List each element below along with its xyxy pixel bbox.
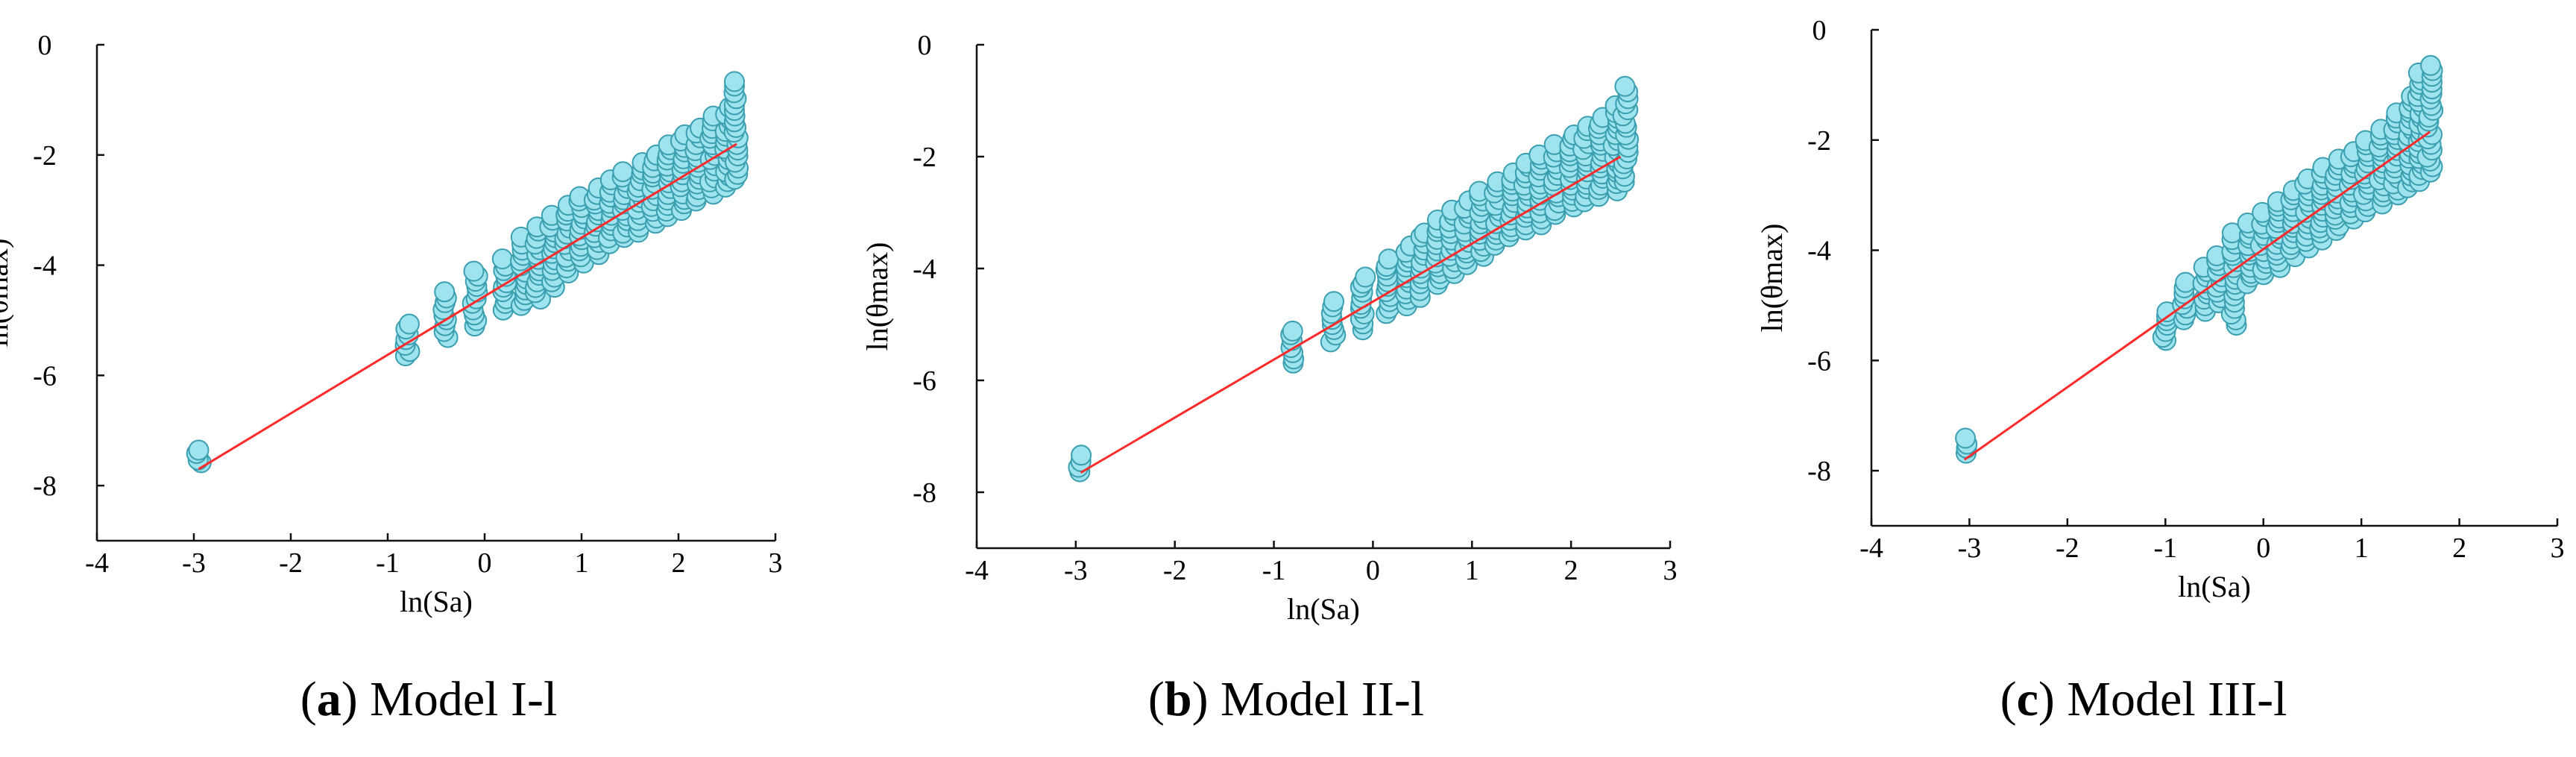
- y-axis-title: ln(θmax): [860, 242, 894, 351]
- x-tick-label: -4: [85, 547, 109, 579]
- scatter-point: [1355, 266, 1376, 288]
- y-tick-label: -4: [1807, 236, 1831, 267]
- caption-letter: a: [316, 672, 341, 726]
- x-tick-label: -2: [2056, 533, 2079, 564]
- y-axis-title: ln(θmax): [1755, 224, 1789, 333]
- caption-text: Model II-l: [1208, 672, 1425, 726]
- x-tick-label: 3: [769, 547, 783, 579]
- y-tick-label: -8: [913, 477, 936, 509]
- scatter-point: [1378, 248, 1399, 270]
- x-tick-label: -3: [1958, 533, 1982, 564]
- x-axis-title: ln(Sa): [2178, 570, 2251, 603]
- x-axis-title: ln(Sa): [1287, 592, 1360, 626]
- caption-a: (a) Model I-l: [300, 672, 558, 726]
- data-points: [186, 71, 749, 474]
- regression-line: [1080, 155, 1622, 474]
- caption-c: (c) Model III-l: [2000, 672, 2287, 726]
- y-tick-label: 0: [918, 30, 932, 61]
- scatter-point: [1323, 291, 1344, 312]
- chart-panel-a: -4 -3 -2 -1 0 1 2 3 0 -2 -4 -6 -8 ln(Sa) ln(θmax) (a) …: [0, 0, 857, 757]
- caption-text: Model III-l: [2054, 672, 2287, 726]
- x-tick-label: 2: [1564, 555, 1578, 586]
- scatter-point: [1614, 75, 1636, 97]
- y-tick-label: 0: [38, 30, 52, 61]
- x-tick-label: 2: [2452, 533, 2466, 564]
- x-tick-label: -2: [279, 547, 303, 579]
- y-tick-label: -2: [33, 140, 57, 172]
- regression-line: [198, 142, 737, 471]
- y-tick-label: -8: [33, 471, 57, 502]
- regression-line: [1963, 131, 2431, 461]
- x-tick-label: 2: [672, 547, 686, 579]
- y-tick-label: -8: [1807, 456, 1831, 487]
- scatter-point: [1071, 445, 1092, 466]
- x-tick-label: 1: [575, 547, 589, 579]
- y-tick-label: -6: [33, 360, 57, 392]
- x-tick-label: 0: [1366, 555, 1380, 586]
- x-tick-label: -4: [1859, 533, 1883, 564]
- x-tick-label: -4: [965, 555, 989, 586]
- scatter-point: [2420, 54, 2441, 76]
- y-tick-label: -4: [913, 254, 936, 285]
- scatter-point: [398, 313, 420, 335]
- x-tick-label: 0: [2256, 533, 2270, 564]
- scatter-point: [1282, 320, 1303, 342]
- x-tick-label: -3: [1064, 555, 1088, 586]
- x-axis-title: ln(Sa): [400, 585, 473, 618]
- caption-letter: c: [2016, 672, 2038, 726]
- y-tick-label: -6: [913, 365, 936, 397]
- y-tick-label: 0: [1813, 15, 1827, 46]
- caption-text: Model I-l: [357, 672, 558, 726]
- x-tick-label: 1: [2355, 533, 2369, 564]
- scatter-point: [612, 161, 634, 183]
- scatter-plot-a: -4 -3 -2 -1 0 1 2 3 0 -2 -4 -6 -8 ln(Sa) ln(θmax): [0, 30, 783, 618]
- caption-b: (b) Model II-l: [1147, 672, 1425, 726]
- scatter-point: [1955, 427, 1977, 449]
- scatter-point: [491, 248, 513, 270]
- y-axis-title: ln(θmax): [0, 239, 14, 348]
- x-tick-label: 0: [478, 547, 492, 579]
- x-tick-label: -2: [1163, 555, 1187, 586]
- scatter-point: [434, 281, 456, 303]
- scatter-plot-b: -4 -3 -2 -1 0 1 2 3 0 -2 -4 -6 -8 ln(Sa) ln(θmax): [860, 30, 1678, 626]
- x-tick-label: 1: [1465, 555, 1479, 586]
- x-tick-label: -3: [182, 547, 206, 579]
- data-points: [1068, 75, 1640, 483]
- x-tick-label: -1: [2153, 533, 2177, 564]
- y-tick-label: -4: [33, 251, 57, 282]
- y-tick-label: -2: [913, 142, 936, 173]
- chart-panel-c: -4 -3 -2 -1 0 1 2 3 0 -2 -4 -6 -8 ln(Sa) ln(θmax) (c) …: [1715, 0, 2572, 757]
- scatter-point: [188, 439, 210, 461]
- y-tick-label: -6: [1807, 345, 1831, 377]
- x-tick-label: 3: [1663, 555, 1678, 586]
- x-tick-label: -1: [376, 547, 400, 579]
- scatter-point: [463, 260, 485, 282]
- caption-letter: b: [1164, 672, 1192, 726]
- y-tick-label: -2: [1807, 125, 1831, 157]
- x-tick-label: -1: [1262, 555, 1286, 586]
- scatter-point: [724, 71, 745, 92]
- x-tick-label: 3: [2551, 533, 2565, 564]
- data-points: [1955, 54, 2444, 464]
- scatter-plot-c: -4 -3 -2 -1 0 1 2 3 0 -2 -4 -6 -8 ln(Sa) ln(θmax): [1755, 15, 2565, 603]
- scatter-point: [2175, 271, 2196, 293]
- chart-panel-b: -4 -3 -2 -1 0 1 2 3 0 -2 -4 -6 -8 ln(Sa) ln(θmax) (b) …: [857, 0, 1715, 757]
